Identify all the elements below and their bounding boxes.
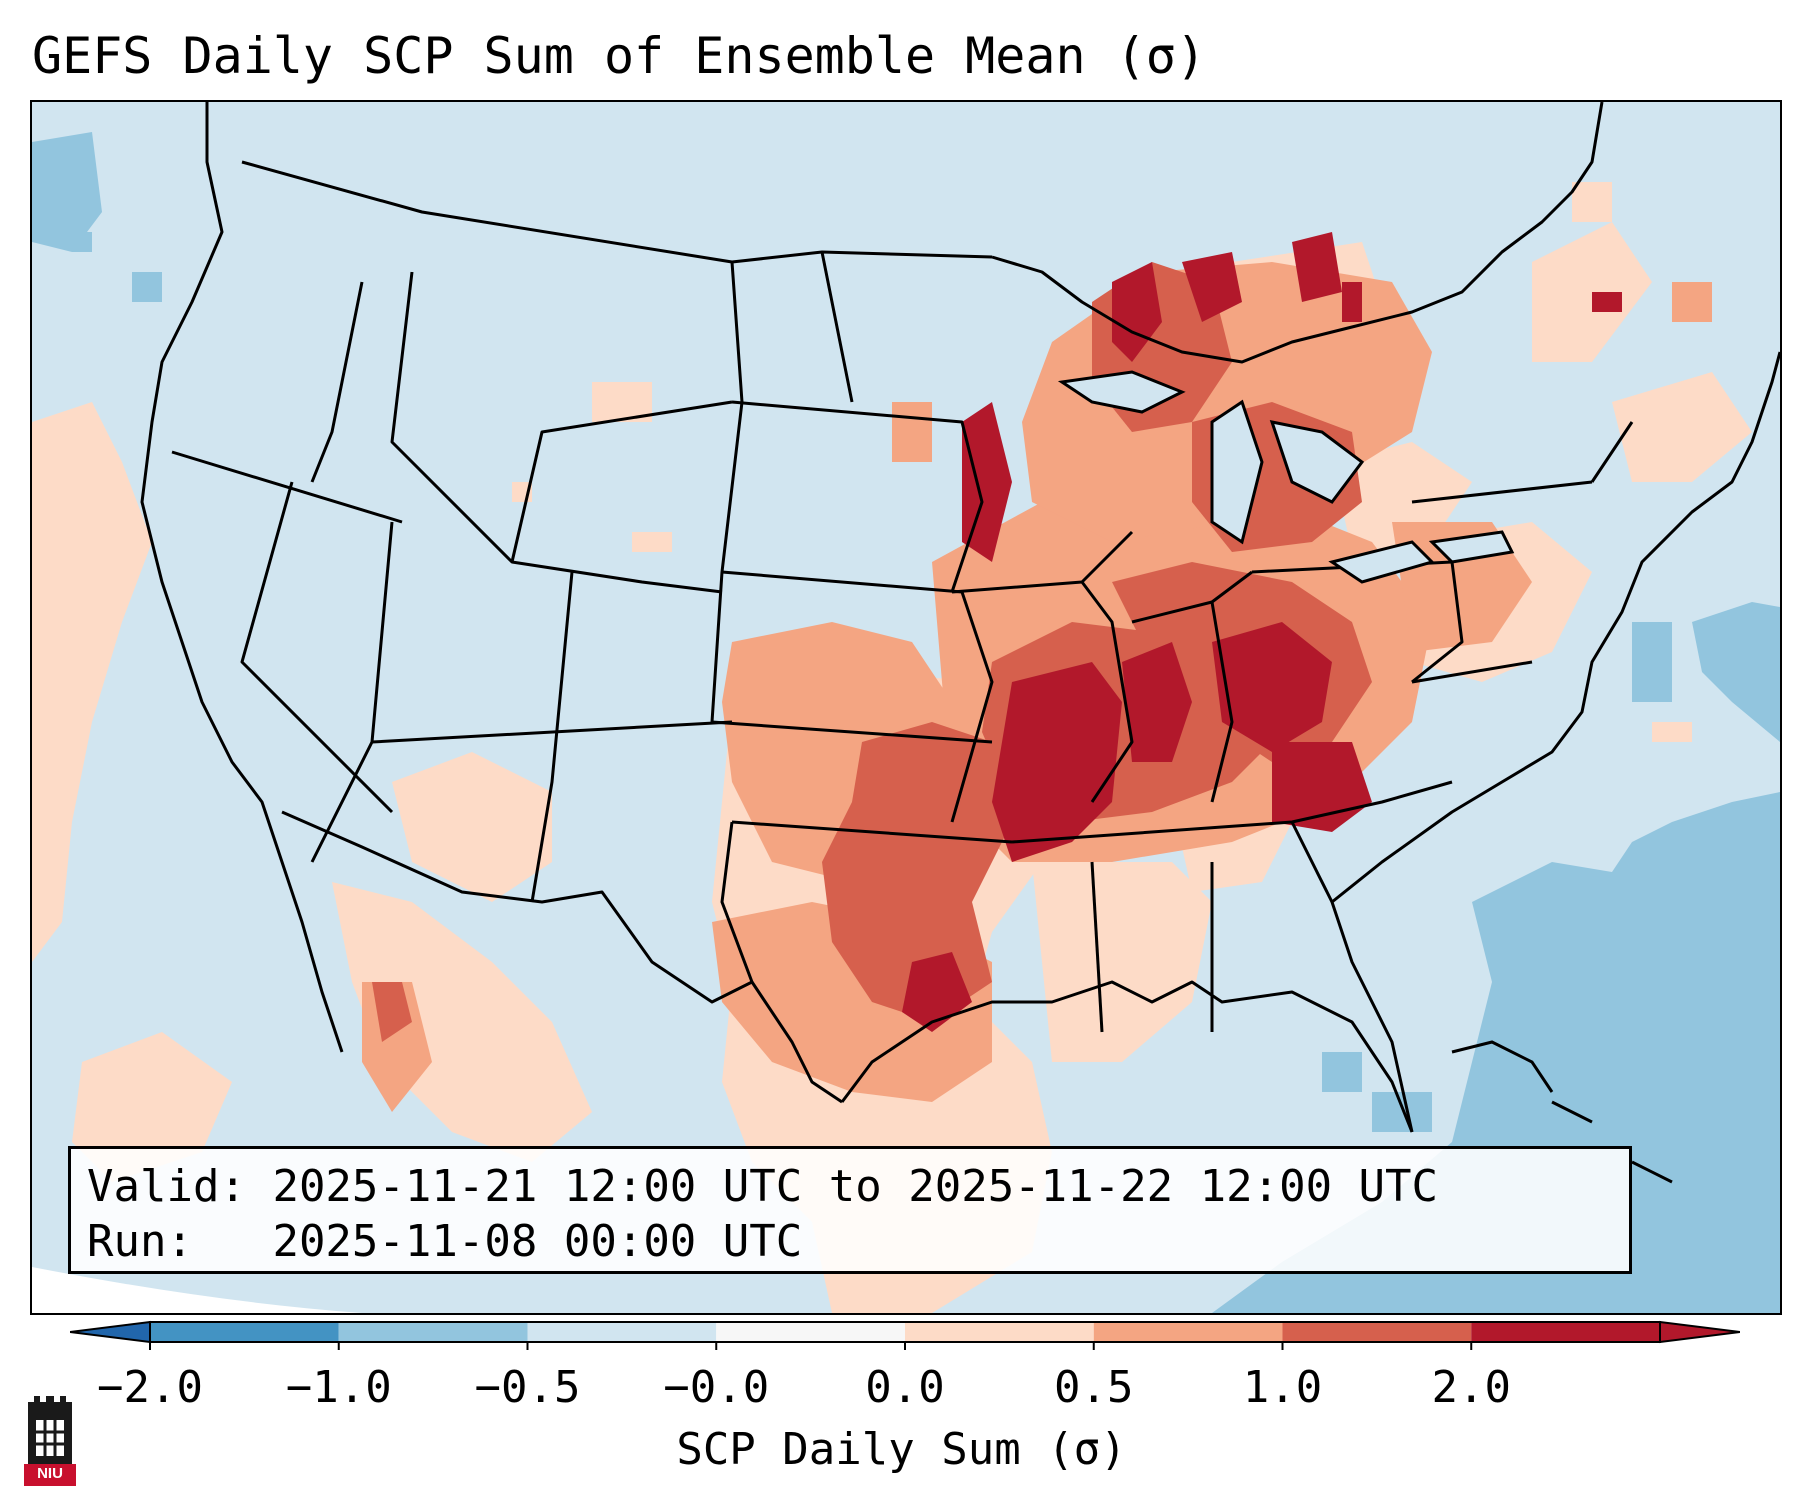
colorbar-tick-label: 2.0 — [1431, 1362, 1511, 1413]
run-row: Run: 2025-11-08 00:00 UTC — [87, 1214, 1613, 1269]
map — [32, 102, 1780, 1313]
canada-border-east — [991, 102, 1604, 364]
colorbar-bin — [905, 1322, 1094, 1342]
west-coast — [140, 102, 344, 1053]
colorbar-bin — [716, 1322, 905, 1342]
great-lakes — [1057, 370, 1515, 584]
anomaly-field-very-strong — [902, 232, 1622, 1032]
colorbar-tick-label: −2.0 — [97, 1362, 203, 1413]
run-label: Run: — [87, 1216, 193, 1267]
colorbar-bin — [150, 1322, 339, 1342]
colorbar-bin — [1093, 1322, 1283, 1342]
colorbar-tick-label: −0.0 — [663, 1362, 770, 1413]
projection-edge-corner — [32, 1267, 362, 1313]
colorbar-bin — [527, 1322, 717, 1342]
colorbar — [70, 1320, 1740, 1350]
colorbar-tick-label: 1.0 — [1242, 1362, 1323, 1413]
colorbar-bin — [1282, 1322, 1472, 1342]
valid-row: Valid: 2025-11-21 12:00 UTC to 2025-11-2… — [87, 1159, 1613, 1214]
gulf-coast — [840, 980, 1414, 1133]
page-title: GEFS Daily SCP Sum of Ensemble Mean (σ) — [32, 27, 1206, 85]
colorbar-bin — [1471, 1322, 1660, 1342]
valid-label: Valid: — [87, 1161, 246, 1212]
colorbar-tick-label: −1.0 — [285, 1362, 392, 1413]
atlantic-coast — [1330, 351, 1780, 1133]
valid-value: 2025-11-21 12:00 UTC to 2025-11-22 12:00… — [272, 1161, 1439, 1212]
negative-anomaly-field — [32, 132, 1780, 1313]
mexico-border — [281, 810, 843, 1104]
niu-logo: NIU — [22, 1392, 78, 1488]
state-boundaries — [140, 102, 1780, 1133]
colorbar-tick-label: −0.5 — [474, 1362, 581, 1413]
logo-text: NIU — [37, 1465, 63, 1482]
colorbar-over-arrow — [1659, 1320, 1740, 1344]
colorbar-tick-label: 0.0 — [865, 1362, 945, 1413]
map-frame: Valid: 2025-11-21 12:00 UTC to 2025-11-2… — [30, 100, 1782, 1315]
colorbar-under-arrow — [70, 1320, 151, 1344]
caribbean-islands — [1451, 1040, 1673, 1184]
colorbar-bin — [338, 1322, 528, 1342]
colorbar-label: SCP Daily Sum (σ) — [676, 1424, 1127, 1475]
niu-logo-icon — [24, 1396, 76, 1486]
valid-run-info-box: Valid: 2025-11-21 12:00 UTC to 2025-11-2… — [68, 1146, 1632, 1274]
colorbar-tick-label: 0.5 — [1054, 1362, 1134, 1413]
run-value: 2025-11-08 00:00 UTC — [272, 1216, 803, 1267]
